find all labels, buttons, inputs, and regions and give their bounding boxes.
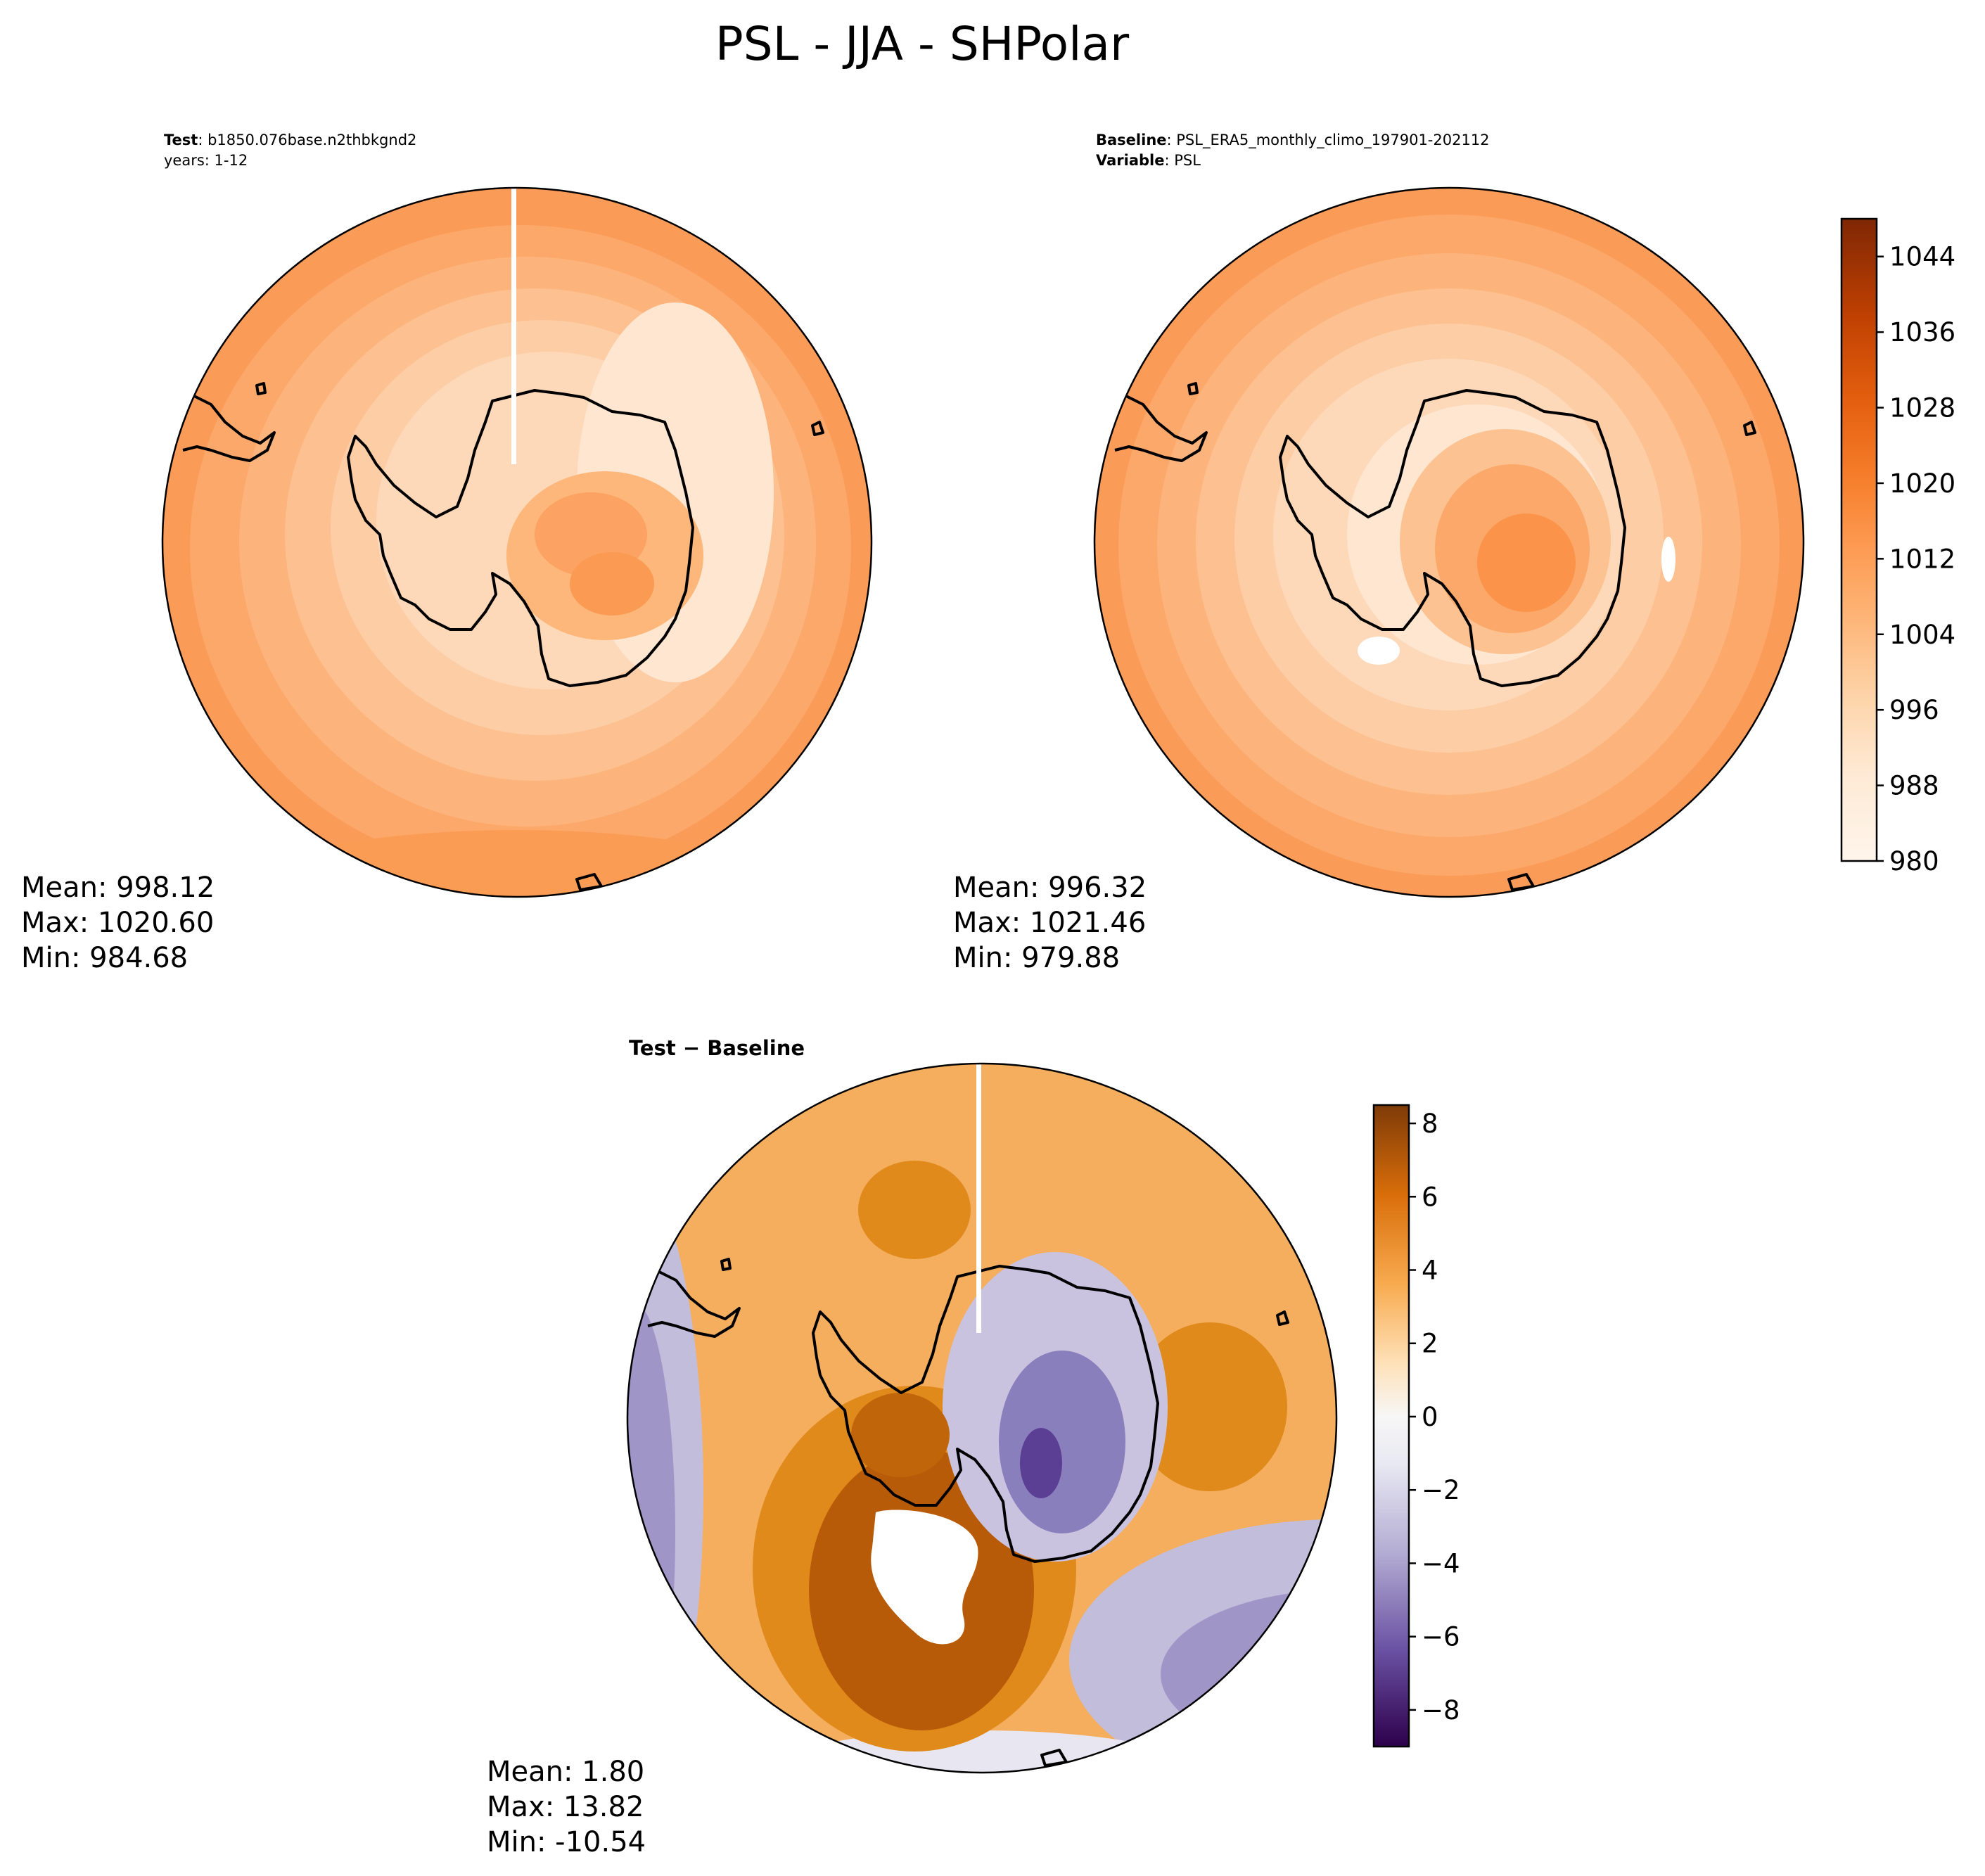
diff-colorbar-tick-label: −6	[1422, 1622, 1460, 1652]
diff-colorbar-gradient	[1372, 1104, 1410, 1748]
baseline-map-boundary	[1093, 186, 1805, 898]
test-map	[162, 188, 872, 897]
diff-colorbar-tick-label: 2	[1422, 1329, 1438, 1359]
diff-colorbar-ticks: 8 6 4 2 0 −2 −4 −6 −8	[1409, 1109, 1460, 1725]
test-case-name: : b1850.076base.n2thbkgnd2	[198, 132, 416, 148]
baseline-island-coastline	[1743, 421, 1756, 436]
test-south-america-coastline	[182, 393, 276, 462]
diff-island-coastline	[720, 1258, 732, 1271]
diff-missing-data-region	[871, 1510, 978, 1645]
baseline-case-name: : PSL_ERA5_monthly_climo_197901-202112	[1167, 132, 1490, 149]
diff-min: Min: -10.54	[487, 1826, 646, 1858]
figure-title: PSL - JJA - SHPolar	[715, 17, 1130, 71]
test-island-coastline	[255, 382, 267, 395]
diff-island-coastline	[1276, 1310, 1289, 1326]
baseline-max: Max: 1021.46	[953, 907, 1146, 939]
psl-colorbar-gradient	[1840, 217, 1878, 862]
diff-antarctica-coastline	[812, 1265, 1159, 1563]
diff-south-america-coastline	[647, 1268, 741, 1338]
baseline-variable-label: Variable	[1096, 152, 1164, 169]
psl-colorbar-tick-label: 1036	[1889, 317, 1955, 347]
test-antarctica-coastline	[347, 389, 694, 687]
diff-max: Max: 13.82	[487, 1791, 644, 1823]
psl-colorbar-tick-label: 1020	[1889, 468, 1955, 499]
diff-colorbar-tick-label: −4	[1422, 1548, 1460, 1578]
test-min: Min: 984.68	[21, 942, 188, 974]
baseline-min: Min: 979.88	[953, 942, 1120, 974]
diff-mean: Mean: 1.80	[487, 1756, 644, 1788]
test-missing-data-seam	[511, 188, 516, 464]
baseline-map	[1094, 188, 1804, 897]
test-panel: Test: b1850.076base.n2thbkgnd2 years: 1-…	[21, 132, 873, 974]
psl-colorbar-tick-label: 1028	[1889, 393, 1955, 423]
baseline-variable-line: Variable: PSL	[1096, 152, 1201, 169]
test-map-boundary	[161, 186, 873, 898]
baseline-antarctica-coastline	[1279, 389, 1626, 687]
diff-colorbar-tick-label: −8	[1422, 1695, 1460, 1725]
psl-colorbar: 980 988 996 1004 1012 1020 1028 1036 1044	[1840, 217, 1955, 876]
baseline-mean: Mean: 996.32	[953, 872, 1147, 904]
diff-map-boundary	[626, 1062, 1338, 1774]
diff-colorbar-tick-label: 8	[1422, 1109, 1438, 1139]
baseline-label: Baseline	[1096, 132, 1167, 148]
psl-colorbar-tick-label: 996	[1889, 695, 1939, 725]
diff-title: Test − Baseline	[629, 1036, 805, 1060]
psl-colorbar-tick-label: 1012	[1889, 544, 1955, 574]
psl-colorbar-tick-label: 1044	[1889, 242, 1955, 272]
test-max: Max: 1020.60	[21, 907, 214, 939]
baseline-south-america-coastline	[1114, 393, 1208, 462]
baseline-variable: : PSL	[1164, 152, 1201, 169]
test-label: Test	[164, 132, 198, 148]
baseline-island-coastline	[1187, 382, 1199, 395]
diff-missing-data-seam	[976, 1064, 981, 1333]
diff-colorbar: 8 6 4 2 0 −2 −4 −6 −8	[1372, 1104, 1460, 1748]
test-years: years: 1-12	[164, 152, 248, 169]
test-island-coastline	[811, 421, 824, 436]
baseline-panel: Baseline: PSL_ERA5_monthly_climo_197901-…	[953, 132, 1805, 974]
psl-colorbar-tick-label: 988	[1889, 771, 1939, 801]
test-header: Test: b1850.076base.n2thbkgnd2	[164, 132, 416, 148]
psl-colorbar-ticks: 980 988 996 1004 1012 1020 1028 1036 1044	[1877, 242, 1955, 876]
psl-colorbar-tick-label: 980	[1889, 846, 1939, 876]
baseline-header: Baseline: PSL_ERA5_monthly_climo_197901-…	[1096, 132, 1490, 149]
diff-colorbar-tick-label: 6	[1422, 1182, 1438, 1212]
diff-map	[627, 1064, 1336, 1773]
diff-panel: Test − Baseline Mean: 1.80	[487, 1036, 1338, 1858]
diff-colorbar-tick-label: 0	[1422, 1402, 1438, 1432]
psl-colorbar-tick-label: 1004	[1889, 620, 1955, 650]
diff-colorbar-tick-label: 4	[1422, 1256, 1438, 1286]
diff-colorbar-tick-label: −2	[1422, 1475, 1460, 1505]
test-mean: Mean: 998.12	[21, 872, 215, 904]
